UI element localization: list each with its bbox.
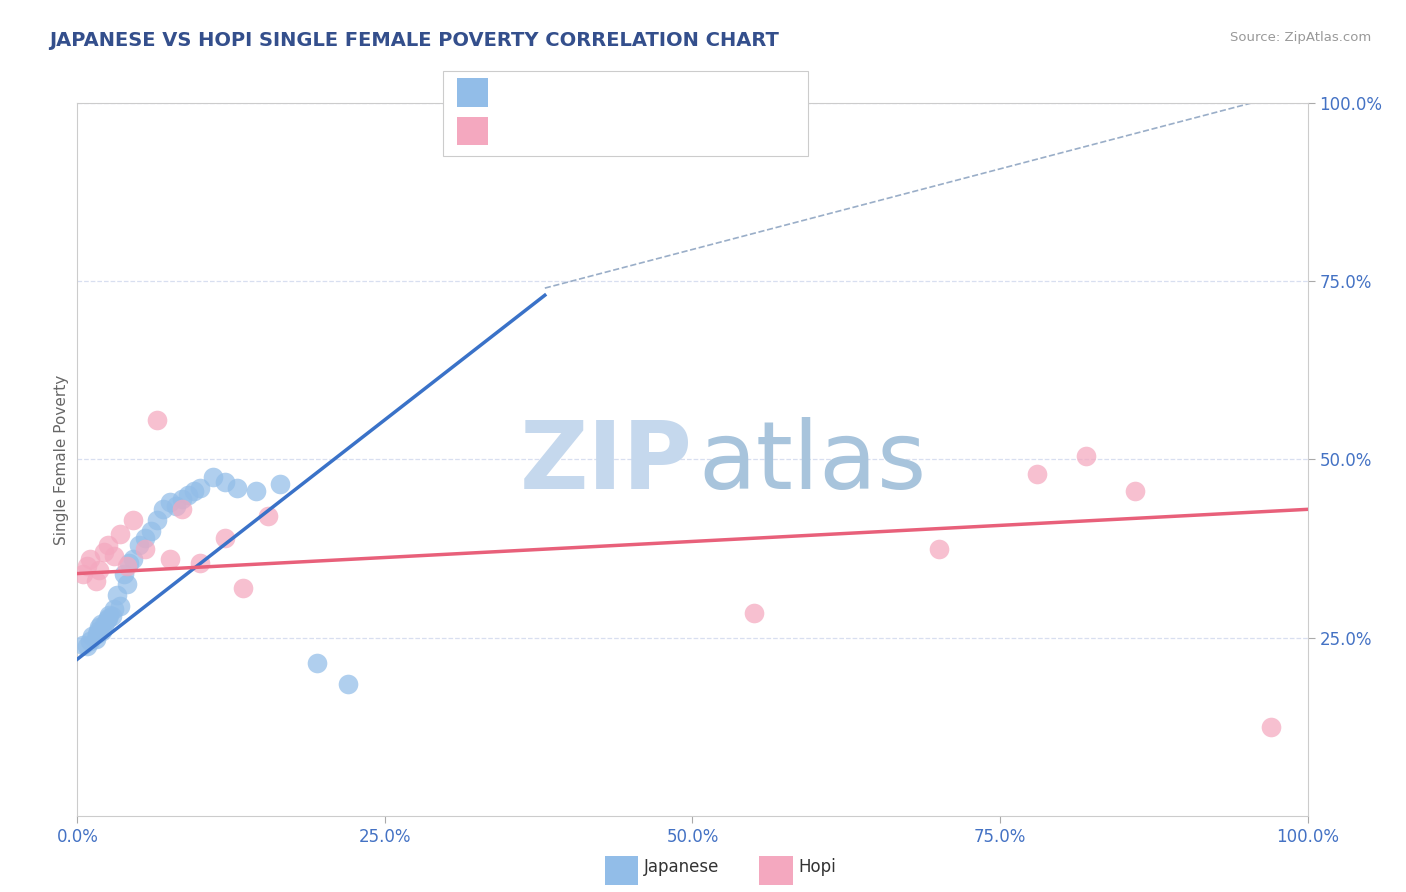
- Point: [177, 488, 200, 502]
- Point: [76, 559, 98, 574]
- Point: [337, 677, 360, 691]
- Point: [93, 545, 115, 559]
- Y-axis label: Single Female Poverty: Single Female Poverty: [53, 375, 69, 544]
- Point: [307, 656, 329, 670]
- Text: ZIP: ZIP: [520, 417, 693, 509]
- Point: [188, 481, 212, 495]
- Point: [1125, 484, 1147, 499]
- Text: JAPANESE VS HOPI SINGLE FEMALE POVERTY CORRELATION CHART: JAPANESE VS HOPI SINGLE FEMALE POVERTY C…: [49, 31, 779, 50]
- Point: [96, 613, 118, 627]
- Point: [183, 484, 205, 499]
- Point: [90, 624, 114, 638]
- Point: [245, 484, 267, 499]
- Point: [742, 606, 765, 620]
- Point: [141, 524, 163, 538]
- Text: N = 40: N = 40: [668, 84, 735, 102]
- Point: [232, 581, 254, 595]
- Point: [269, 477, 291, 491]
- Point: [89, 620, 111, 634]
- Point: [1026, 467, 1049, 481]
- Point: [72, 566, 94, 581]
- Point: [257, 509, 280, 524]
- Point: [97, 611, 120, 625]
- Point: [134, 531, 156, 545]
- Text: Source: ZipAtlas.com: Source: ZipAtlas.com: [1230, 31, 1371, 45]
- Point: [128, 538, 150, 552]
- Point: [110, 527, 132, 541]
- Point: [159, 495, 181, 509]
- Point: [146, 413, 169, 427]
- Point: [165, 499, 187, 513]
- Point: [159, 552, 181, 566]
- Point: [87, 624, 110, 638]
- Point: [101, 609, 124, 624]
- Point: [103, 549, 125, 563]
- Point: [98, 607, 121, 622]
- Point: [115, 577, 138, 591]
- Point: [134, 541, 156, 556]
- Point: [72, 638, 94, 652]
- Point: [146, 513, 169, 527]
- Point: [121, 513, 143, 527]
- Text: N = 25: N = 25: [668, 122, 735, 140]
- Point: [86, 627, 108, 641]
- Point: [152, 502, 174, 516]
- Point: [84, 574, 107, 588]
- Point: [226, 481, 249, 495]
- Point: [115, 559, 138, 574]
- Point: [121, 552, 143, 566]
- Point: [89, 563, 111, 577]
- Point: [79, 552, 101, 566]
- Point: [1076, 449, 1098, 463]
- Point: [76, 640, 98, 654]
- Point: [214, 531, 236, 545]
- Point: [82, 629, 104, 643]
- Point: [97, 538, 120, 552]
- Point: [118, 556, 141, 570]
- Point: [201, 470, 224, 484]
- Text: R =  0.181: R = 0.181: [499, 122, 603, 140]
- Point: [1260, 720, 1282, 734]
- Point: [214, 475, 236, 490]
- Text: R = 0.662: R = 0.662: [499, 84, 598, 102]
- Point: [90, 616, 112, 631]
- Text: atlas: atlas: [699, 417, 927, 509]
- Point: [103, 602, 125, 616]
- Point: [105, 588, 128, 602]
- Text: Hopi: Hopi: [799, 858, 837, 876]
- Point: [928, 541, 950, 556]
- Point: [170, 491, 193, 506]
- Point: [112, 566, 135, 581]
- Point: [110, 599, 132, 613]
- Text: Japanese: Japanese: [644, 858, 720, 876]
- Point: [170, 502, 193, 516]
- Point: [93, 618, 115, 632]
- Point: [188, 556, 212, 570]
- Point: [79, 634, 101, 648]
- Point: [84, 632, 107, 647]
